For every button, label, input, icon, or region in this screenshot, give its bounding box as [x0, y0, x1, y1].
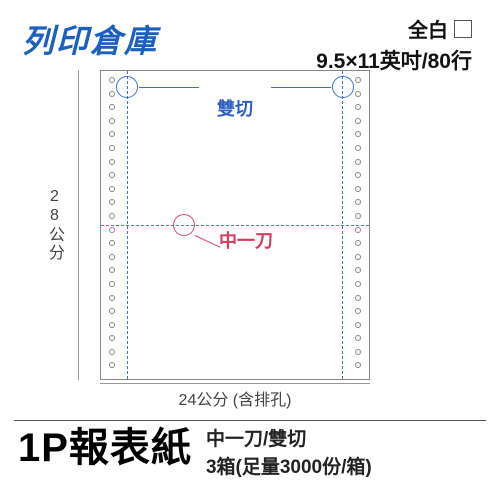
paper-outline: 雙切 中一刀: [100, 70, 370, 380]
product-spec: 中一刀/雙切: [206, 426, 372, 454]
product-quantity: 3箱(足量3000份/箱): [206, 454, 372, 482]
color-swatch: [454, 20, 472, 38]
footer-divider: [14, 420, 486, 421]
width-dimension: 24公分 (含排孔): [100, 386, 370, 410]
footer: 1P報表紙 中一刀/雙切 3箱(足量3000份/箱): [18, 426, 482, 481]
middle-cut-label: 中一刀: [219, 227, 273, 253]
width-label: 24公分 (含排孔): [179, 392, 292, 409]
middle-cut-line: [101, 225, 369, 226]
header-info: 全白 9.5×11英吋/80行: [316, 14, 472, 75]
product-description: 中一刀/雙切 3箱(足量3000份/箱): [206, 426, 372, 481]
paper-diagram: 雙切 中一刀: [100, 70, 370, 380]
perforation-left: [105, 77, 119, 375]
height-dimension: 28公分: [50, 70, 90, 380]
height-label: 28公分: [42, 188, 66, 262]
brand-logo: 列印倉庫: [22, 16, 158, 62]
color-label: 全白: [408, 14, 448, 43]
middle-cut-marker: [173, 214, 195, 236]
perforation-right: [351, 77, 365, 375]
double-cut-label: 雙切: [101, 95, 369, 121]
product-name: 1P報表紙: [18, 426, 192, 470]
